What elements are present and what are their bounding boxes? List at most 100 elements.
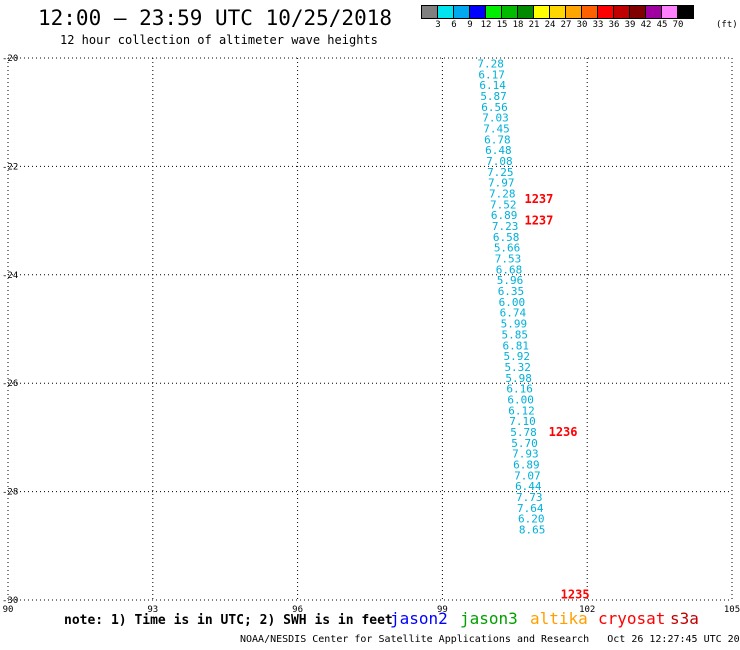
colorbar-label: 9: [467, 20, 473, 30]
colorbar-swatch: [581, 5, 598, 19]
axes: 90 93 96 99 102 105 -20 -22 -24 -26 -28 -30: [2, 54, 740, 615]
time-label: 1237: [524, 214, 553, 228]
satellite-legend-s3a: s3a: [670, 609, 699, 628]
wave-height-label: 6.35: [498, 285, 525, 298]
wave-height-label: 7.28: [489, 188, 516, 201]
y-tick-label: -22: [2, 162, 18, 172]
data-points: 7.286.176.145.876.567.037.456.786.487.08…: [477, 57, 589, 601]
wave-height-label: 6.17: [478, 68, 505, 81]
y-tick-label: -24: [2, 271, 18, 281]
colorbar-unit: (ft): [716, 20, 738, 30]
time-label: 1235: [561, 588, 590, 602]
wave-height-label: 5.99: [501, 318, 528, 331]
wave-height-label: 6.16: [506, 383, 533, 396]
wave-height-label: 7.73: [516, 491, 543, 504]
wave-height-label: 6.14: [479, 79, 506, 92]
wave-height-label: 6.81: [503, 339, 530, 352]
wave-height-label: 6.68: [496, 263, 523, 276]
colorbar: [421, 5, 694, 19]
wave-height-label: 7.45: [483, 122, 510, 135]
satellite-legend-altika: altika: [530, 609, 588, 628]
wave-height-label: 6.56: [481, 101, 508, 114]
wave-height-label: 7.93: [512, 448, 539, 461]
wave-height-label: 7.23: [492, 220, 519, 233]
chart-subtitle: 12 hour collection of altimeter wave hei…: [60, 33, 378, 47]
x-tick-label: 96: [292, 605, 303, 615]
colorbar-label: 3: [435, 20, 441, 30]
colorbar-swatch: [645, 5, 662, 19]
colorbar-swatch: [437, 5, 454, 19]
colorbar-label: 33: [592, 20, 604, 30]
colorbar-label-spacer: [422, 20, 430, 30]
wave-height-label: 7.97: [488, 177, 515, 190]
wave-height-label: 8.65: [519, 524, 546, 537]
colorbar-label: 70: [672, 20, 684, 30]
footer-note: note: 1) Time is in UTC; 2) SWH is in fe…: [64, 613, 393, 628]
satellite-legend-jason3: jason3: [460, 609, 518, 628]
time-label: 1236: [549, 425, 578, 439]
wave-height-label: 7.28: [477, 57, 504, 70]
x-tick-label: 93: [147, 605, 158, 615]
colorbar-swatch: [485, 5, 502, 19]
wave-height-label: 6.00: [499, 296, 526, 309]
colorbar-swatch: [453, 5, 470, 19]
wave-height-label: 5.32: [504, 361, 531, 374]
chart-title: 12:00 — 23:59 UTC 10/25/2018: [38, 6, 393, 30]
footer-credit: NOAA/NESDIS Center for Satellite Applica…: [240, 634, 740, 645]
colorbar-labels: 3 6 9 12 15 18 21 24 27 30 33 36 39 42 45 70: [422, 20, 686, 30]
colorbar-label: 18: [512, 20, 524, 30]
grid-lines: [7, 57, 733, 601]
colorbar-swatch: [533, 5, 550, 19]
wave-height-label: 5.78: [510, 426, 537, 439]
wave-height-label: 5.98: [505, 372, 532, 385]
colorbar-label: 12: [480, 20, 492, 30]
wave-height-label: 6.58: [493, 231, 520, 244]
wave-height-label: 7.07: [514, 469, 541, 482]
colorbar-label: 42: [640, 20, 652, 30]
colorbar-swatch: [597, 5, 614, 19]
satellite-legend-cryosat: cryosat: [598, 609, 666, 628]
x-tick-label: 102: [579, 605, 595, 615]
wave-height-label: 7.10: [509, 415, 536, 428]
wave-height-label: 5.96: [497, 274, 524, 287]
wave-height-label: 6.12: [508, 404, 535, 417]
colorbar-swatch: [613, 5, 630, 19]
colorbar-swatch: [565, 5, 582, 19]
wave-height-label: 5.87: [480, 90, 507, 103]
wave-height-label: 6.89: [513, 459, 540, 472]
colorbar-label: 45: [656, 20, 668, 30]
y-tick-label: -30: [2, 596, 18, 606]
x-tick-label: 90: [3, 605, 14, 615]
wave-height-label: 7.64: [517, 502, 544, 515]
colorbar-label: 21: [528, 20, 540, 30]
colorbar-label: 15: [496, 20, 508, 30]
colorbar-label: 30: [576, 20, 588, 30]
wave-height-label: 7.53: [495, 253, 522, 266]
wave-height-label: 6.48: [485, 144, 512, 157]
y-tick-label: -28: [2, 488, 18, 498]
colorbar-swatch: [549, 5, 566, 19]
wave-height-label: 5.70: [511, 437, 538, 450]
colorbar-swatch: [469, 5, 486, 19]
colorbar-swatch: [677, 5, 694, 19]
wave-height-label: 6.00: [507, 393, 534, 406]
wave-height-label: 5.66: [494, 242, 521, 255]
wave-height-label: 7.52: [490, 198, 517, 211]
colorbar-label: 6: [451, 20, 457, 30]
colorbar-label: 36: [608, 20, 620, 30]
wave-height-label: 6.74: [500, 307, 527, 320]
y-tick-label: -20: [2, 54, 18, 64]
colorbar-label: 27: [560, 20, 572, 30]
wave-height-label: 6.78: [484, 133, 511, 146]
satellite-legend-jason2: jason2: [390, 609, 448, 628]
time-label: 1237: [524, 192, 553, 206]
x-tick-label: 105: [724, 605, 740, 615]
wave-height-label: 7.25: [487, 166, 514, 179]
colorbar-label: 24: [544, 20, 556, 30]
colorbar-swatch: [629, 5, 646, 19]
colorbar-swatch: [661, 5, 678, 19]
colorbar-swatch: [421, 5, 438, 19]
colorbar-swatch: [517, 5, 534, 19]
wave-height-label: 6.20: [518, 513, 545, 526]
